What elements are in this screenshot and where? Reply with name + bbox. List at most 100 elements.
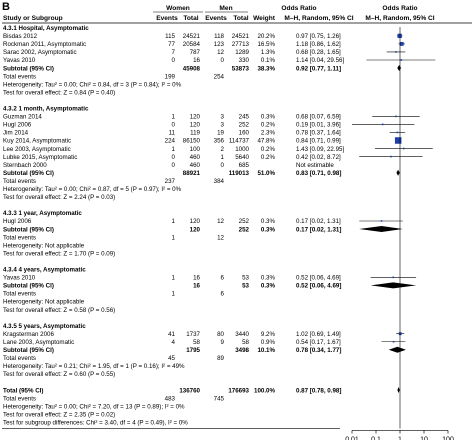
- events-men: 123: [214, 41, 225, 48]
- statistics-line: Test for overall effect: Z = 0.58 (P = 0…: [3, 307, 115, 314]
- total-events-women: 483: [165, 395, 176, 402]
- study-point-square: [392, 276, 394, 279]
- total-events-label: Total events: [3, 355, 36, 362]
- weight-value: 0.3%: [261, 114, 276, 121]
- or-ci-value: 0.68 [0.07, 6.59]: [296, 114, 341, 121]
- events-women: 0: [172, 154, 176, 161]
- study-name: Bisdas 2012: [3, 33, 38, 40]
- total-women: 45908: [183, 65, 201, 72]
- header-odds-ratio: Odds Ratio: [281, 5, 316, 12]
- total-men: 24521: [232, 33, 250, 40]
- statistics-line: Test for overall effect: Z = 1.70 (P = 0…: [3, 250, 115, 257]
- header-odds-ratio-right: Odds Ratio: [382, 5, 417, 12]
- total-women: 1795: [186, 347, 200, 354]
- total-events-men: 6: [221, 291, 225, 298]
- x-axis-tick-label: 0.1: [371, 436, 381, 440]
- total-men: 176693: [228, 387, 249, 394]
- total-men: 685: [239, 162, 250, 169]
- total-events-label: Total events: [3, 234, 36, 241]
- statistics-line: Test for overall effect: Z = 0.84 (P = 0…: [3, 89, 115, 96]
- events-women: 1: [172, 146, 176, 153]
- total-women: 100: [190, 146, 201, 153]
- events-men: 0: [221, 162, 225, 169]
- total-events-men: 384: [214, 178, 225, 185]
- events-men: 1: [221, 154, 225, 161]
- subgroup-header: 4.3.2 1 month, Asymptomatic: [3, 106, 89, 113]
- statistics-line: Test for overall effect: Z = 2.24 (P = 0…: [3, 194, 115, 201]
- or-ci-value: 0.78 [0.34, 1.77]: [296, 347, 341, 354]
- subgroup-header: 4.3.4 4 years, Asymptomatic: [3, 267, 86, 274]
- total-events-label: Total events: [3, 291, 36, 298]
- weight-value: 0.9%: [261, 339, 276, 346]
- total-men: 252: [239, 122, 250, 129]
- total-events-men: 254: [214, 73, 225, 80]
- study-name: Yavas 2010: [3, 275, 36, 282]
- total-events-women: 1: [172, 291, 176, 298]
- total-women: 460: [190, 154, 201, 161]
- total-women: 120: [190, 114, 201, 121]
- weight-value: 10.1%: [257, 347, 275, 354]
- or-ci-value: 0.52 [0.06, 4.69]: [296, 283, 341, 290]
- or-ci-value: 0.68 [0.28, 1.65]: [296, 49, 341, 56]
- weight-value: 2.3%: [261, 130, 276, 137]
- or-ci-value: 1.18 [0.86, 1.62]: [296, 41, 341, 48]
- events-men: 2: [221, 146, 225, 153]
- total-women: 20584: [183, 41, 201, 48]
- statistics-line: Heterogeneity: Tau² = 0.00; Chi² = 0.87,…: [3, 186, 182, 193]
- or-ci-value: 0.92 [0.77, 1.11]: [296, 65, 341, 72]
- or-ci-value: 0.17 [0.02, 1.31]: [296, 218, 341, 225]
- or-ci-value: 0.97 [0.75, 1.26]: [296, 33, 341, 40]
- total-men: 27713: [232, 41, 250, 48]
- events-women: 115: [165, 33, 175, 40]
- total-events-men: 745: [214, 395, 225, 402]
- header-weight: Weight: [253, 15, 276, 22]
- subgroup-header: 4.3.5 5 years, Asymptomatic: [3, 323, 86, 330]
- plot-area: 0.010.1110100WomenMen: [345, 27, 454, 440]
- header-men: Men: [219, 5, 232, 12]
- total-events-men: 89: [217, 355, 224, 362]
- or-ci-value: 0.52 [0.06, 4.69]: [296, 275, 341, 282]
- header-study: Study or Subgroup: [3, 15, 63, 22]
- or-ci-value: 0.83 [0.71, 0.98]: [296, 170, 341, 177]
- events-women: 7: [172, 49, 176, 56]
- or-ci-value: 1.02 [0.69, 1.49]: [296, 331, 341, 338]
- x-axis-tick-label: 1: [398, 436, 402, 440]
- study-name: Subtotal (95% CI): [3, 283, 54, 290]
- weight-value: 51.0%: [257, 170, 275, 177]
- total-women: 1737: [186, 331, 200, 338]
- total-men: 114737: [229, 138, 250, 145]
- or-ci-value: 0.17 [0.02, 1.31]: [296, 226, 341, 233]
- total-men: 160: [239, 130, 250, 137]
- statistics-line: Test for subgroup differences: Chi² = 3.…: [3, 419, 188, 426]
- weight-value: 0.2%: [261, 122, 276, 129]
- weight-value: 16.5%: [257, 41, 275, 48]
- panel-label: B: [2, 1, 10, 13]
- study-point-square: [395, 115, 397, 118]
- pooled-estimate-diamond: [370, 282, 417, 289]
- header-women: Women: [166, 5, 190, 12]
- events-women: 4: [172, 339, 176, 346]
- total-women: 119: [190, 130, 200, 137]
- weight-value: 0.1%: [261, 57, 276, 64]
- total-women: 787: [190, 49, 201, 56]
- total-women: 136760: [179, 387, 200, 394]
- statistics-line: Heterogeneity: Not applicable: [3, 242, 85, 249]
- study-point-square: [380, 220, 383, 222]
- study-name: Sarac 2002, Asymptomatic: [3, 49, 77, 56]
- total-men: 3498: [235, 347, 249, 354]
- x-axis-tick-label: 0.01: [345, 436, 359, 440]
- weight-value: 100.0%: [254, 387, 275, 394]
- total-men: 1289: [235, 49, 249, 56]
- pooled-estimate-diamond: [388, 346, 406, 353]
- study-name: Hugl 2006: [3, 218, 32, 225]
- total-men: 53873: [232, 65, 250, 72]
- total-women: 86150: [183, 138, 201, 145]
- study-name: Subtotal (95% CI): [3, 347, 54, 354]
- events-men: 3: [221, 114, 225, 121]
- total-women: 460: [190, 162, 201, 169]
- total-women: 24521: [183, 33, 201, 40]
- total-men: 53: [242, 275, 249, 282]
- weight-value: 0.3%: [261, 275, 276, 282]
